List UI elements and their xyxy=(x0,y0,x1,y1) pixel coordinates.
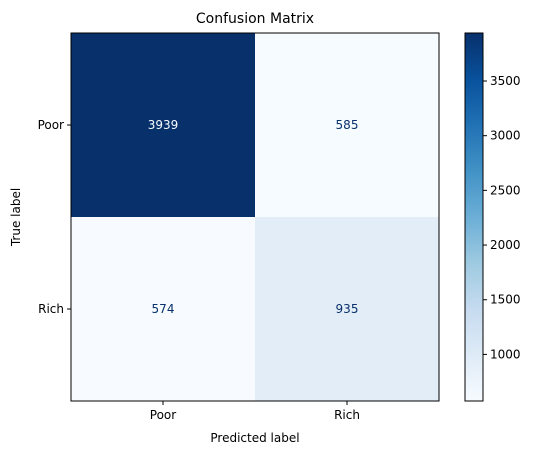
matrix-cell xyxy=(255,33,439,217)
cell-value-label: 574 xyxy=(152,302,175,316)
matrix-cell xyxy=(71,217,255,401)
cell-value-label: 3939 xyxy=(148,118,179,132)
cell-value-label: 935 xyxy=(336,302,359,316)
colorbar-tick-label: 1500 xyxy=(490,293,521,307)
colorbar-tick-label: 3500 xyxy=(490,74,521,88)
x-tick-label: Rich xyxy=(334,408,360,422)
matrix-cell-labels: 3939 585 574 935 xyxy=(148,118,359,316)
colorbar-tick-label: 2500 xyxy=(490,183,521,197)
y-axis-ticks: Poor Rich xyxy=(38,118,71,316)
y-tick-label: Poor xyxy=(38,118,64,132)
colorbar xyxy=(464,32,484,402)
x-axis-label: Predicted label xyxy=(210,431,299,445)
colorbar-ticks: 1000 1500 2000 2500 3000 3500 xyxy=(483,74,521,361)
y-axis-label: True label xyxy=(9,188,23,247)
plot-frame xyxy=(70,32,440,402)
matrix-cell xyxy=(255,217,439,401)
matrix-cells xyxy=(71,33,439,401)
y-tick-label: Rich xyxy=(38,302,64,316)
colorbar-tick-label: 1000 xyxy=(490,347,521,361)
cell-value-label: 585 xyxy=(336,118,359,132)
chart-title: Confusion Matrix xyxy=(196,11,314,27)
x-tick-label: Poor xyxy=(150,408,176,422)
colorbar-tick-label: 2000 xyxy=(490,238,521,252)
matrix-cell xyxy=(71,33,255,217)
x-axis-ticks: Poor Rich xyxy=(150,401,360,422)
colorbar-tick-label: 3000 xyxy=(490,129,521,143)
